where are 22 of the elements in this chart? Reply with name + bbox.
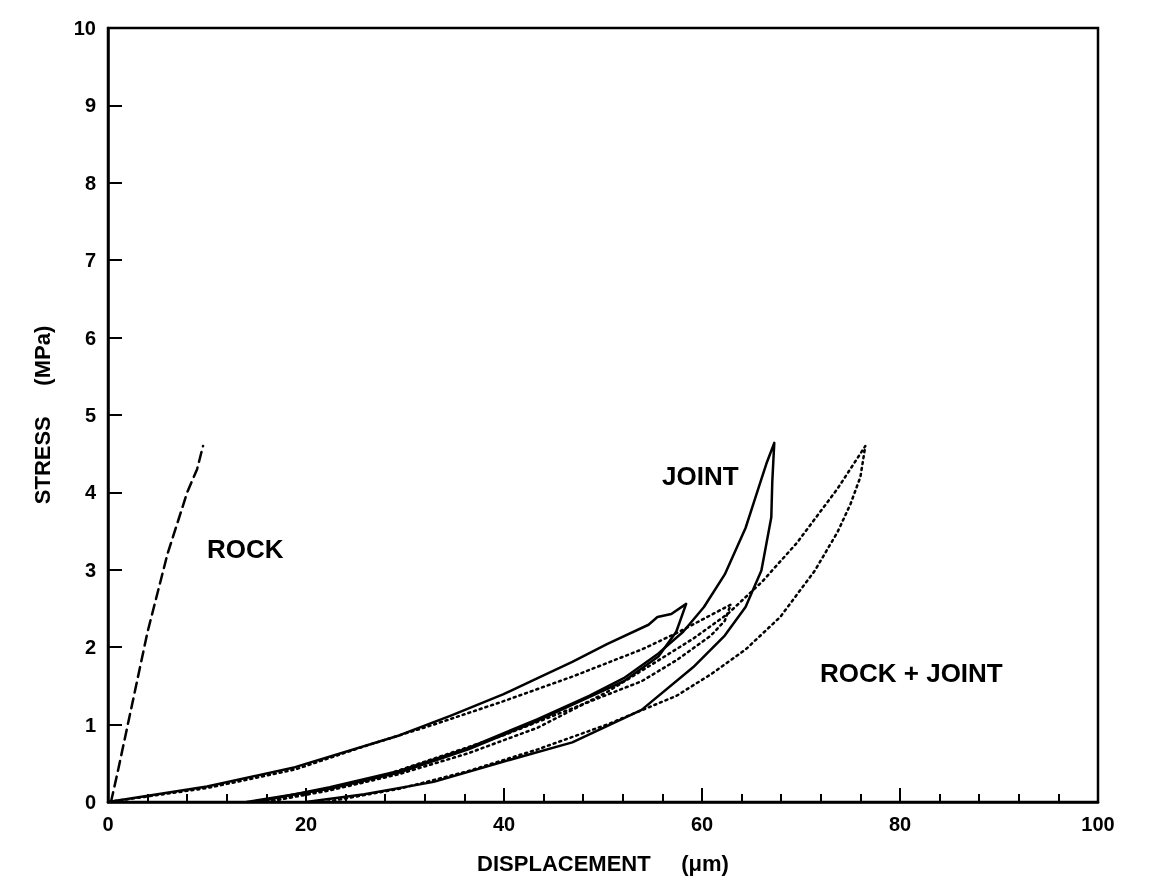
- y-tick-label: 2: [84, 636, 96, 659]
- y-axis-title: STRESS (MPa): [29, 325, 55, 505]
- y-tick-label: 1: [84, 713, 96, 736]
- y-tick-label: 6: [84, 326, 96, 349]
- x-tick-label: 80: [888, 813, 912, 835]
- x-tick-label: 20: [294, 813, 318, 835]
- y-tick-label: 4: [84, 481, 97, 504]
- y-tick-label: 5: [84, 404, 96, 426]
- x-tick-label: 60: [690, 813, 714, 835]
- x-tick-label: 40: [492, 813, 516, 835]
- y-tick-label: 3: [84, 558, 96, 581]
- y-tick-label: 10: [73, 17, 96, 39]
- annotation: ROCK + JOINT: [820, 658, 1003, 688]
- x-tick-label: 0: [102, 813, 114, 835]
- x-axis-title: DISPLACEMENT (μm): [477, 850, 729, 876]
- y-tick-label: 8: [84, 171, 96, 194]
- y-tick-label: 9: [84, 94, 96, 117]
- annotation: JOINT: [662, 461, 739, 491]
- y-tick-label: 7: [84, 249, 96, 272]
- annotation: ROCK: [207, 534, 284, 564]
- y-tick-label: 0: [84, 791, 96, 813]
- x-tick-label: 100: [1081, 813, 1115, 835]
